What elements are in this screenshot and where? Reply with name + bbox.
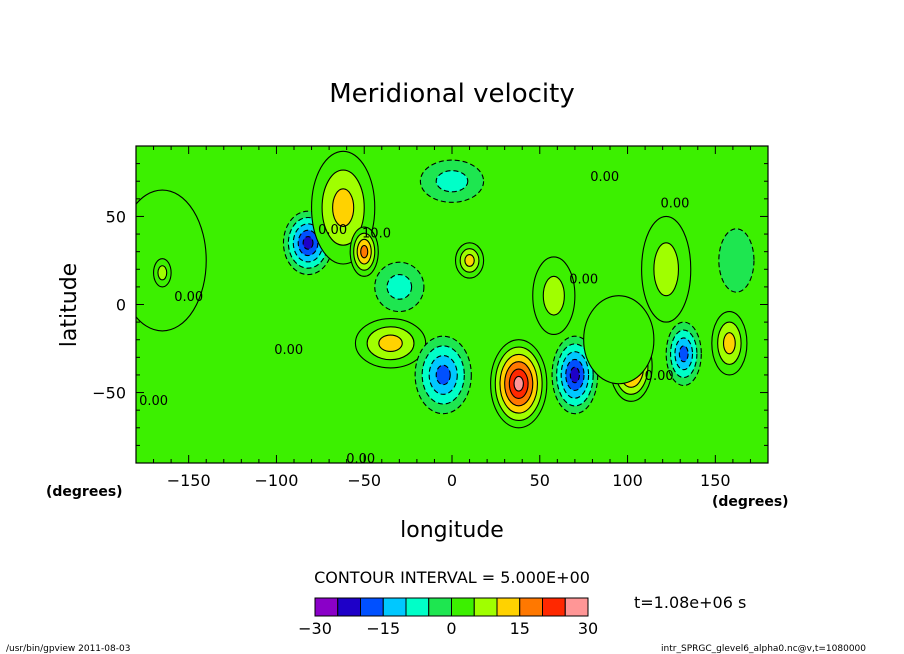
colorbar-swatch [360, 597, 384, 617]
contour-band [302, 235, 314, 250]
footer-left: /usr/bin/gpview 2011-08-03 [6, 644, 130, 654]
x-tick-label: 50 [530, 471, 550, 490]
contour-band [542, 275, 565, 316]
contour-band [157, 265, 168, 281]
contour-band [360, 244, 369, 259]
contour-label: 0.00 [534, 135, 563, 150]
x-tick-label: −100 [254, 471, 298, 490]
contour-band [136, 189, 207, 332]
colorbar-tick-label: 0 [446, 619, 456, 638]
y-tick-label: −50 [92, 384, 126, 403]
colorbar-tick-label: 30 [578, 619, 598, 638]
x-unit-right: (degrees) [712, 494, 789, 510]
contour-feature [419, 159, 485, 203]
contour-label: 0.00 [174, 290, 203, 305]
contour-feature [641, 215, 692, 323]
contour-band [513, 375, 524, 392]
colorbar-tick-label: −15 [366, 619, 400, 638]
colorbar-swatch [428, 597, 452, 617]
colorbar-swatch [337, 597, 361, 617]
contour-feature [374, 261, 425, 313]
contour-band [718, 228, 755, 293]
contour-label: 0.00 [590, 170, 619, 185]
colorbar-swatch [473, 597, 498, 617]
contour-feature [532, 256, 576, 335]
colorbar-swatch [496, 597, 521, 617]
contour-band [722, 332, 736, 355]
colorbar [314, 597, 589, 617]
contour-label: 0.00 [139, 394, 168, 409]
colorbar-swatch [405, 597, 430, 617]
colorbar-swatch [564, 597, 589, 617]
contour-feature [718, 228, 755, 293]
contour-label: 0.00 [346, 452, 375, 467]
y-tick-label: 50 [106, 207, 126, 226]
contour-band [678, 345, 689, 363]
contour-labels: 0.00 0.00 0.00 10.0 0.00 0.00 0.00 0.00 0.00 0.00… [139, 135, 689, 467]
x-tick-label: −50 [347, 471, 381, 490]
contour-label: 0.00 [645, 369, 674, 384]
colorbar-swatch [314, 597, 339, 617]
footer-right: intr_SPRGC_glevel6_alpha0.nc@v,t=1080000 [661, 644, 866, 654]
colorbar-swatch [519, 597, 543, 617]
contour-band [464, 254, 475, 267]
contour-band [378, 334, 403, 353]
contour-feature [414, 335, 472, 415]
colorbar-tick-label: −30 [298, 619, 332, 638]
x-axis: −150 −100 −50 0 50 100 150 [135, 146, 769, 490]
x-tick-label: 0 [447, 471, 457, 490]
contour-feature [490, 339, 548, 429]
colorbar-swatch [382, 597, 407, 617]
x-tick-label: 100 [612, 471, 643, 490]
colorbar-tick-label: 15 [510, 619, 530, 638]
contour-field [136, 150, 755, 429]
contour-band [386, 274, 413, 300]
contour-label: 0.00 [569, 272, 598, 287]
x-tick-label: −150 [167, 471, 211, 490]
x-tick-label: 150 [700, 471, 731, 490]
y-tick-label: 0 [116, 296, 126, 315]
y-axis: 50 0 −50 [92, 145, 768, 464]
contour-band [435, 170, 469, 193]
contour-feature [711, 310, 748, 376]
contour-label: 10.0 [362, 227, 391, 242]
contour-band [332, 188, 355, 227]
contour-band [569, 366, 581, 384]
colorbar-tick-labels: −30 −15 0 15 30 [298, 619, 598, 638]
x-unit-left: (degrees) [46, 484, 123, 500]
contour-label: 0.00 [660, 197, 689, 212]
contour-band [653, 242, 680, 297]
contour-band [583, 295, 655, 385]
contour-label: 0.00 [318, 223, 347, 238]
colorbar-swatch [451, 597, 475, 617]
contour-feature [454, 242, 485, 279]
x-axis-label: longitude [400, 518, 504, 543]
time-text: t=1.08e+06 s [634, 593, 746, 612]
y-axis-label: latitude [57, 263, 82, 347]
contour-feature [136, 189, 207, 332]
contour-band [435, 364, 451, 386]
contour-feature [665, 321, 702, 387]
colorbar-swatch [542, 597, 566, 617]
contour-feature [583, 295, 655, 385]
contour-label: 0.00 [274, 343, 303, 358]
contour-feature [349, 226, 379, 277]
contour-feature [354, 318, 427, 369]
contour-interval-text: CONTOUR INTERVAL = 5.000E+00 [314, 568, 590, 587]
contour-feature [153, 258, 172, 288]
chart-title: Meridional velocity [329, 79, 575, 109]
